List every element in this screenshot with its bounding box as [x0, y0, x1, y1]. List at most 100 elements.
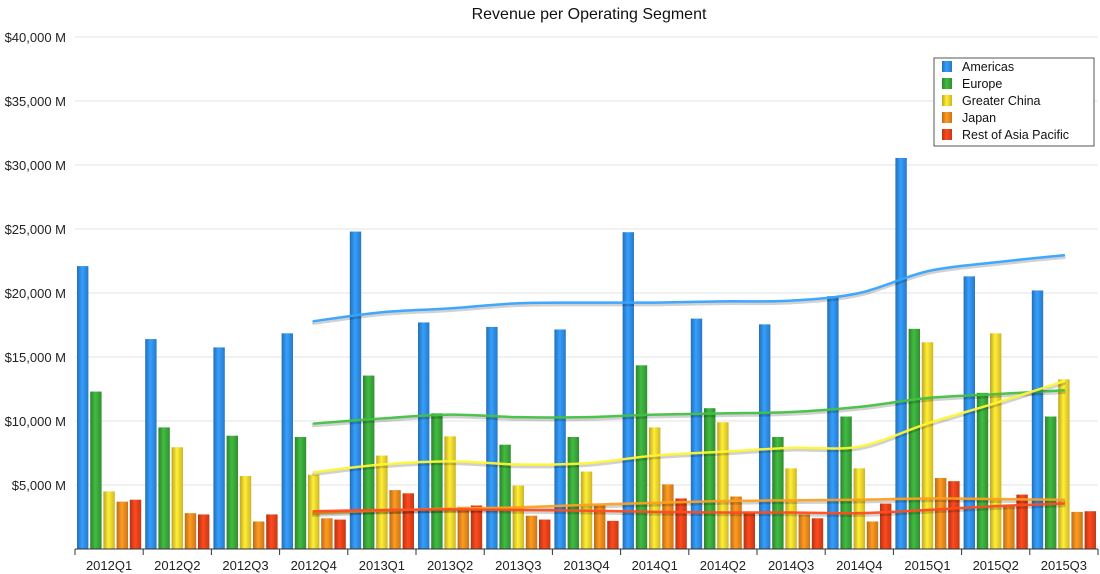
bar [607, 520, 619, 549]
x-tick-label: 2014Q4 [836, 558, 882, 573]
bar [866, 521, 879, 549]
bar [717, 422, 729, 549]
x-tick-label: 2014Q3 [768, 558, 814, 573]
bar [525, 515, 538, 549]
trend-line [312, 380, 1066, 474]
bar [554, 329, 566, 549]
trend-line [312, 389, 1066, 425]
y-tick-label: $5,000 M [12, 478, 66, 493]
bar [921, 342, 934, 549]
trend-line-shadow [311, 255, 1066, 325]
chart-title: Revenue per Operating Segment [472, 6, 707, 23]
bar [1058, 379, 1070, 549]
bar [184, 513, 197, 549]
bar [1045, 416, 1057, 549]
x-tick-label: 2015Q2 [973, 558, 1019, 573]
bar [1084, 511, 1096, 549]
bar [853, 468, 865, 549]
x-axis-ticks: 2012Q1 2012Q2 2012Q3 2012Q4 2013Q1 2013Q2 2013… [74, 549, 1099, 573]
trend-line-shadow [311, 498, 1066, 517]
trend-line [312, 502, 1066, 515]
trend-line-shadow [311, 381, 1066, 476]
bar [145, 339, 157, 549]
bar [539, 519, 551, 549]
x-tick-label: 2014Q1 [632, 558, 678, 573]
legend-swatch [942, 112, 952, 123]
bars [77, 157, 1096, 549]
bar [594, 505, 606, 549]
bar [1003, 504, 1015, 549]
y-tick-label: $20,000 M [5, 286, 66, 301]
bar [486, 326, 498, 549]
bar [990, 333, 1002, 549]
bar [294, 437, 307, 549]
x-tick-label: 2012Q4 [291, 558, 337, 573]
bar [840, 416, 852, 549]
y-tick-label: $25,000 M [5, 222, 66, 237]
y-tick-label: $10,000 M [5, 414, 66, 429]
bar [811, 518, 824, 549]
bar [103, 491, 115, 549]
legend-label: Europe [962, 77, 1002, 91]
x-tick-label: 2015Q3 [1041, 558, 1087, 573]
bar [785, 468, 797, 549]
bar [158, 427, 170, 549]
legend-swatch [942, 61, 952, 72]
y-tick-label: $35,000 M [5, 94, 66, 109]
bar [622, 232, 634, 549]
bar [266, 514, 278, 549]
legend-label: Rest of Asia Pacific [962, 128, 1069, 142]
bar [253, 521, 265, 549]
bar [690, 318, 703, 549]
bar [1016, 494, 1028, 549]
legend-swatch [942, 78, 952, 89]
trend-line-shadow [311, 390, 1066, 428]
bar [1031, 290, 1044, 549]
bar [759, 324, 771, 549]
x-tick-label: 2013Q3 [495, 558, 541, 573]
bar [431, 413, 443, 549]
bar [470, 505, 483, 549]
bar [976, 392, 989, 549]
bar [743, 513, 755, 549]
bar [704, 408, 716, 549]
bar [363, 375, 375, 549]
bar [567, 437, 579, 549]
x-tick-label: 2013Q2 [427, 558, 473, 573]
bar [457, 506, 469, 549]
x-tick-label: 2013Q1 [359, 558, 405, 573]
bar [444, 436, 456, 549]
bar [675, 498, 687, 549]
bar [649, 427, 661, 549]
bar [77, 266, 89, 549]
y-axis-ticks: $5,000 M $10,000 M $15,000 M $20,000 M $25,0… [5, 30, 66, 493]
bar [895, 157, 907, 549]
bar [376, 455, 388, 549]
bar [827, 296, 839, 549]
legend-label: Americas [962, 60, 1014, 74]
bar [389, 490, 401, 549]
bar [963, 276, 975, 549]
trend-line-shadow [311, 503, 1066, 518]
x-tick-label: 2015Q1 [904, 558, 950, 573]
x-tick-label: 2012Q2 [154, 558, 200, 573]
bar [171, 447, 183, 549]
bar [281, 333, 293, 549]
bar [512, 485, 524, 549]
y-tick-label: $15,000 M [5, 350, 66, 365]
bar [1071, 511, 1083, 549]
bar [349, 231, 362, 549]
bar [948, 481, 960, 549]
trend-lines [311, 253, 1066, 518]
bar [334, 519, 346, 549]
bar [880, 503, 892, 549]
bar [730, 496, 742, 549]
bar [321, 518, 333, 549]
legend: Americas Europe Greater China Japan Rest of … [933, 57, 1095, 147]
legend-swatch [942, 95, 952, 106]
bar [402, 493, 414, 549]
bar [90, 391, 102, 549]
x-tick-label: 2012Q3 [222, 558, 268, 573]
bar [129, 499, 142, 549]
